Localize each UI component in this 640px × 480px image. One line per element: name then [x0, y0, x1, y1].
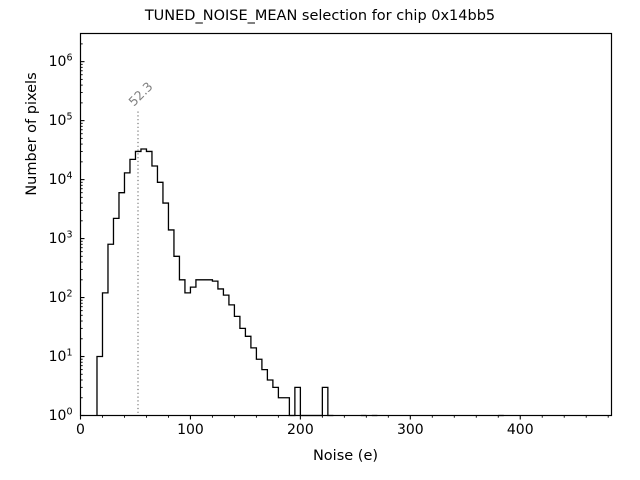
y-tick-label: 101 — [48, 346, 73, 365]
x-axis-label: Noise (e) — [312, 448, 379, 464]
y-tick-label: 103 — [48, 228, 73, 247]
x-tick-label: 0 — [76, 421, 85, 438]
y-tick-label: 100 — [48, 405, 73, 424]
histogram-series — [96, 148, 504, 417]
x-tick-label: 400 — [506, 421, 534, 438]
y-tick-label: 105 — [48, 110, 73, 129]
y-tick-label: 102 — [48, 287, 73, 306]
x-tick-label: 300 — [396, 421, 424, 438]
y-tick-label: 106 — [48, 51, 73, 70]
x-tick-label: 100 — [177, 421, 204, 438]
chart-title: TUNED_NOISE_MEAN selection for chip 0x14… — [144, 8, 496, 24]
x-tick-label: 200 — [287, 421, 314, 438]
histogram-outline — [96, 148, 504, 417]
axis-ticks — [79, 33, 609, 420]
y-tick-label: 104 — [48, 169, 73, 188]
axes-frame — [79, 32, 613, 417]
